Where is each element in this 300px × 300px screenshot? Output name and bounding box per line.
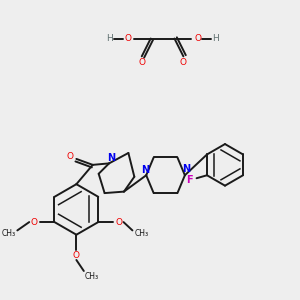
Text: H: H	[212, 34, 219, 43]
Text: O: O	[30, 218, 37, 226]
Text: O: O	[116, 218, 123, 226]
Text: O: O	[124, 34, 131, 43]
Text: CH₃: CH₃	[2, 229, 16, 238]
Text: O: O	[179, 58, 186, 68]
Text: O: O	[194, 34, 201, 43]
Text: O: O	[139, 58, 146, 68]
Text: O: O	[67, 152, 74, 161]
Text: N: N	[107, 153, 116, 163]
Text: F: F	[186, 175, 193, 185]
Text: N: N	[182, 164, 190, 174]
Text: N: N	[141, 165, 149, 175]
Text: CH₃: CH₃	[134, 229, 148, 238]
Text: O: O	[73, 251, 80, 260]
Text: CH₃: CH₃	[85, 272, 99, 281]
Text: H: H	[106, 34, 113, 43]
